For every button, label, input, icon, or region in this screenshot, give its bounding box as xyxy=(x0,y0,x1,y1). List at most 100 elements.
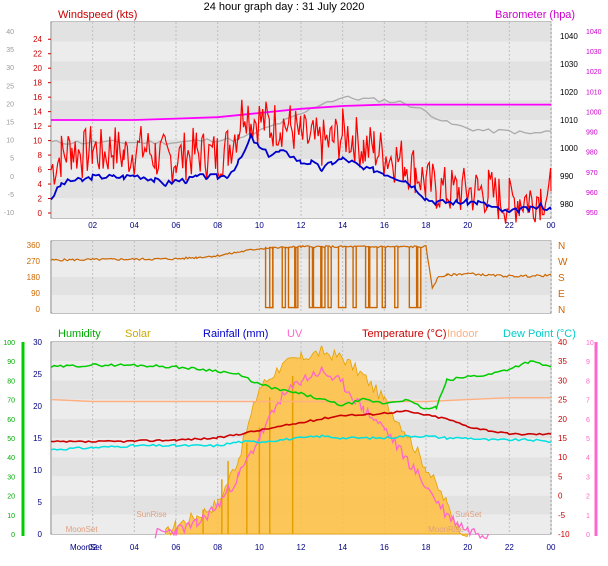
y-left-tick: 18 xyxy=(33,79,42,88)
direction-swing xyxy=(381,246,387,309)
x-tick-label: 12 xyxy=(297,543,306,552)
grid-band xyxy=(52,259,550,277)
uv-tick: 10 xyxy=(586,340,594,347)
y-far-left-tick: 0 xyxy=(10,174,14,181)
temperature-tick: -10 xyxy=(558,530,570,539)
compass-label: W xyxy=(558,257,568,268)
humidity-tick: 10 xyxy=(7,513,15,520)
direction-swing xyxy=(327,246,332,309)
indoor-line xyxy=(50,397,551,403)
direction-swing xyxy=(294,246,299,309)
indoor-label: Indoor xyxy=(447,328,479,340)
y-far-left-tick: 10 xyxy=(6,138,14,145)
sunrise-label: SunRise xyxy=(136,510,167,519)
temperature-tick: 0 xyxy=(558,492,563,501)
y-far-right-tick: 1020 xyxy=(586,69,602,76)
x-tick-label: 06 xyxy=(172,221,181,230)
y-far-left-tick: 40 xyxy=(6,29,14,36)
x-tick-label: 18 xyxy=(422,221,431,230)
moonset-axis-label: MoonSet xyxy=(70,543,103,552)
uv-tick: 0 xyxy=(586,532,590,539)
humidity-label: Humidity xyxy=(58,328,101,340)
y-far-right-tick: 1000 xyxy=(586,109,602,116)
solar-label: Solar xyxy=(125,328,151,340)
direction-swing xyxy=(364,246,370,309)
humidity-tick: 60 xyxy=(7,417,15,424)
direction-swing xyxy=(312,246,322,309)
temperature-line xyxy=(50,409,552,444)
humidity-tick: 20 xyxy=(7,494,15,501)
x-tick-label: 22 xyxy=(505,543,514,552)
direction-tick: 90 xyxy=(31,289,40,298)
y-left-tick: 10 xyxy=(33,137,42,146)
y-left-tick: 2 xyxy=(38,195,43,204)
humidity-tick: 40 xyxy=(7,455,15,462)
uv-tick: 9 xyxy=(586,359,590,366)
y-far-left-tick: -10 xyxy=(4,210,14,217)
uv-tick: 6 xyxy=(586,417,590,424)
temperature-tick: 10 xyxy=(558,453,567,462)
x-tick-label: 02 xyxy=(88,221,97,230)
uv-tick: 1 xyxy=(586,513,590,520)
temperature-tick: 25 xyxy=(558,396,567,405)
uv-tick: 5 xyxy=(586,436,590,443)
uv-tick: 2 xyxy=(586,494,590,501)
direction-swing xyxy=(369,246,378,309)
pressure-alt-line xyxy=(50,95,552,146)
y-left-tick: 20 xyxy=(33,64,42,73)
y-left-tick: 24 xyxy=(33,35,42,44)
barometer-line xyxy=(51,103,551,121)
direction-swing xyxy=(308,246,314,309)
temperature-tick: 30 xyxy=(558,376,567,385)
moonrise-label: MoonRise xyxy=(428,525,465,534)
temperature-tick: 5 xyxy=(558,472,563,481)
humidity-tick: 90 xyxy=(7,359,15,366)
rain-tick: 5 xyxy=(38,498,43,507)
y-left-tick: 8 xyxy=(38,151,43,160)
y-far-right-tick: 970 xyxy=(586,170,598,177)
direction-swing xyxy=(337,246,347,309)
page-title: 24 hour graph day : 31 July 2020 xyxy=(204,1,365,13)
x-tick-label: 14 xyxy=(338,543,347,552)
x-tick-label: 14 xyxy=(338,221,347,230)
barometer-label: Barometer (hpa) xyxy=(495,9,575,21)
temperature-tick: -5 xyxy=(558,511,566,520)
x-tick-label: 10 xyxy=(255,543,264,552)
x-tick-label: 08 xyxy=(213,221,222,230)
x-tick-label: 16 xyxy=(380,543,389,552)
humidity-line xyxy=(50,360,552,411)
y-left-tick: 0 xyxy=(38,209,43,218)
x-tick-label: 04 xyxy=(130,221,139,230)
y-left-tick: 16 xyxy=(33,93,42,102)
y-right-tick: 990 xyxy=(560,172,574,181)
dew-point-label: Dew Point (°C) xyxy=(503,328,576,340)
x-tick-label: 22 xyxy=(505,221,514,230)
y-far-left-tick: -5 xyxy=(8,192,14,199)
y-left-tick: 22 xyxy=(33,50,42,59)
wind-pressure-panel: Windspeed (kts) Barometer (hpa) 02 04 06 08… xyxy=(4,9,602,230)
y-right-tick: 980 xyxy=(560,200,574,209)
y-far-left-tick: 20 xyxy=(6,101,14,108)
x-tick-label: 00 xyxy=(547,221,556,230)
direction-swing xyxy=(352,246,357,309)
windspeed-label: Windspeed (kts) xyxy=(58,9,137,21)
grid-band xyxy=(52,295,550,313)
direction-tick: 270 xyxy=(27,257,41,266)
wind-direction-line xyxy=(50,245,552,290)
compass-label: E xyxy=(558,289,565,300)
temperature-tick: 40 xyxy=(558,338,567,347)
temperature-tick: 35 xyxy=(558,357,567,366)
x-tick-label: 16 xyxy=(380,221,389,230)
humidity-tick: 80 xyxy=(7,378,15,385)
uv-tick: 3 xyxy=(586,474,590,481)
compass-label: S xyxy=(558,273,565,284)
moonset-label: MoonSet xyxy=(66,525,99,534)
uv-tick: 4 xyxy=(586,455,590,462)
x-tick-label: 18 xyxy=(422,543,431,552)
humidity-tick: 0 xyxy=(11,532,15,539)
x-tick-label: 06 xyxy=(172,543,181,552)
y-right-tick: 1020 xyxy=(560,88,578,97)
